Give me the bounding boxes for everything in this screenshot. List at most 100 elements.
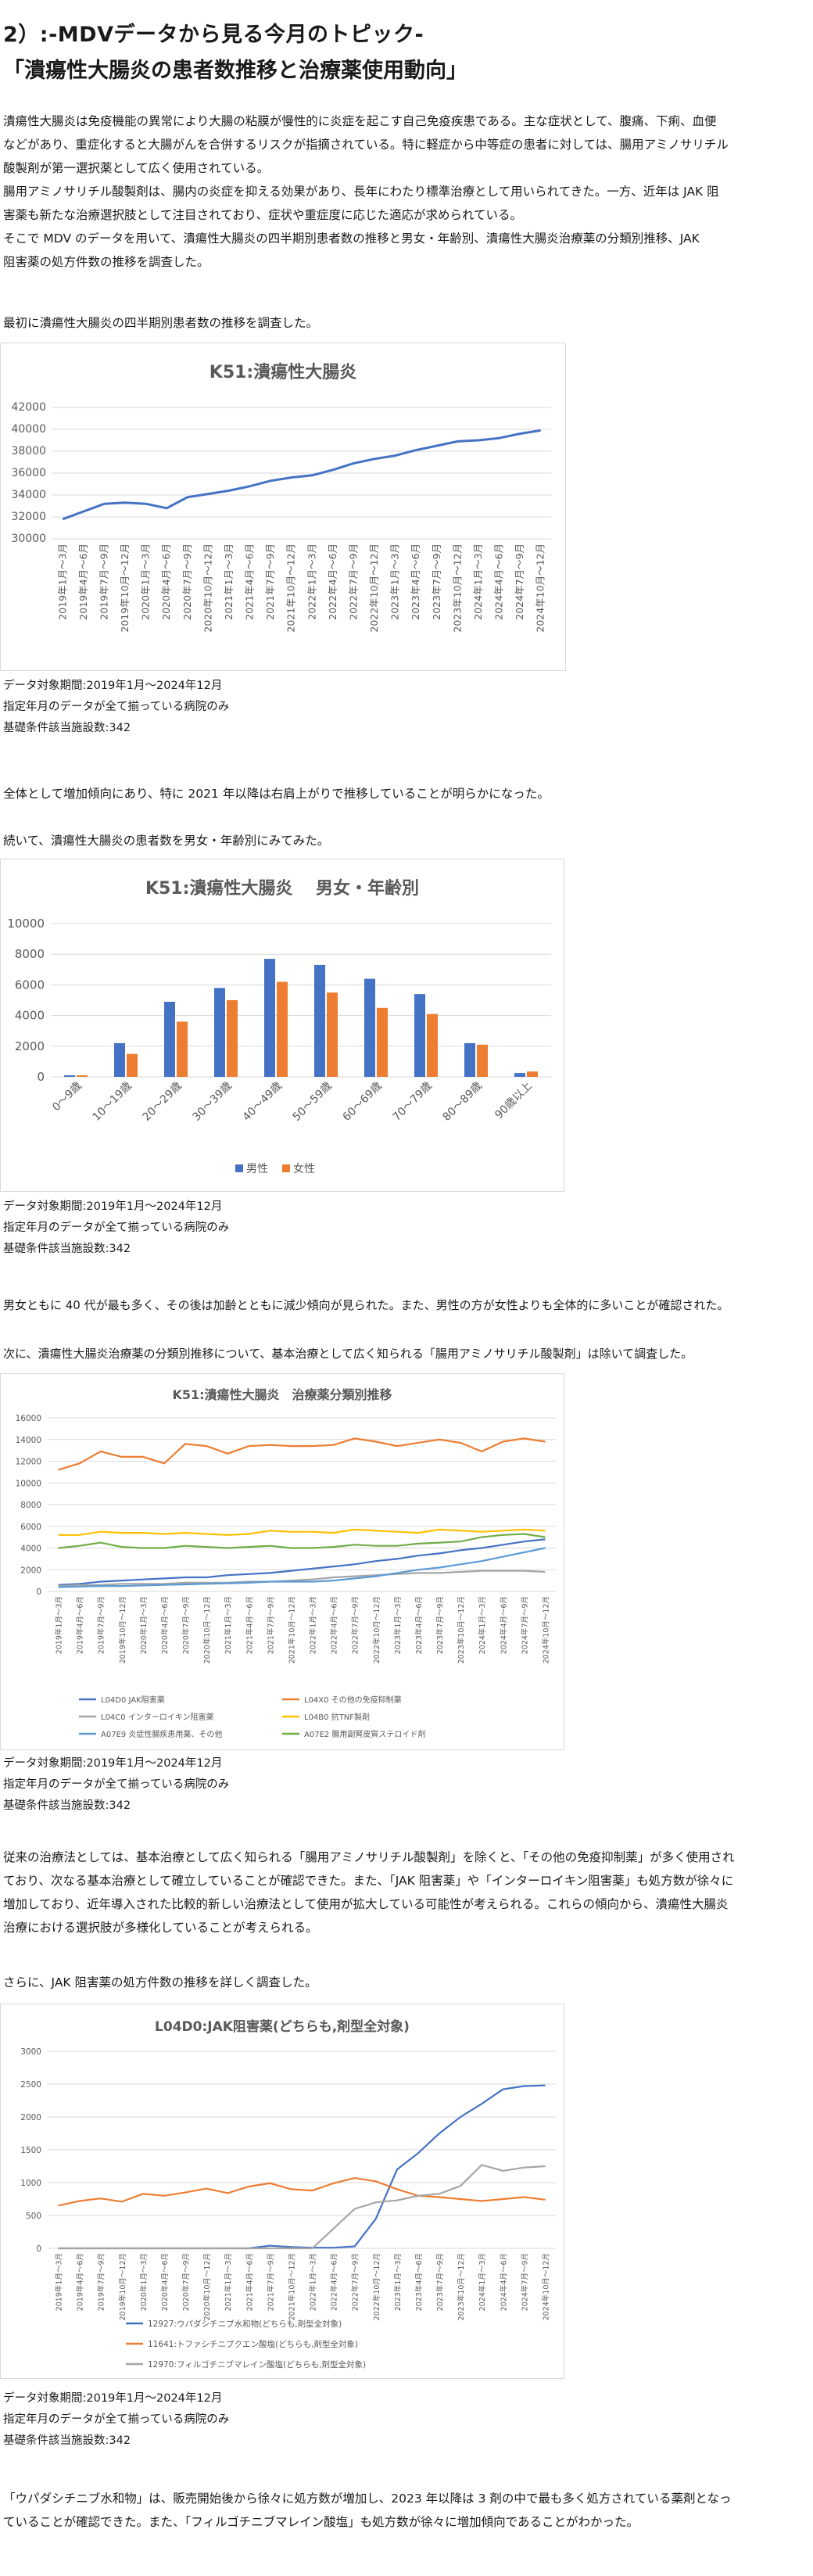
series-line	[58, 1538, 546, 1586]
x-tick-label: 70～79歳	[391, 1080, 435, 1124]
note-period: データ対象期間:2019年1月～2024年12月	[3, 1757, 223, 1770]
legend-label: L04B0 抗TNF製剤	[304, 1712, 370, 1722]
x-tick-label: 2019年1月～3月	[55, 2253, 64, 2311]
chart2-notes: データ対象期間:2019年1月～2024年12月 指定年月のデータが全て揃ってい…	[3, 1197, 229, 1260]
legend-swatch	[235, 1164, 243, 1172]
series-line	[58, 1547, 546, 1588]
x-tick-label: 2019年4月～6月	[77, 544, 89, 620]
x-tick-label: 2024年4月～6月	[493, 544, 505, 620]
bar-male	[64, 1075, 75, 1077]
y-tick-label: 3000	[20, 2047, 41, 2057]
intro-line: などがあり、重症化すると大腸がんを合併するリスクが指摘されている。特に軽症から中…	[3, 138, 729, 152]
x-tick-label: 2022年10月～12月	[372, 2253, 381, 2320]
text-line: ていることが確認できた。また、「フィルゴチニブマレイン酸塩」も処方数が徐々に増加…	[3, 2515, 639, 2529]
legend-label: L04C0 インターロイキン阻害薬	[101, 1712, 214, 1722]
x-tick-label: 2020年10月～12月	[202, 544, 213, 633]
legend-label: A07E2 腸用副腎皮質ステロイド剤	[304, 1729, 425, 1739]
x-tick-label: 2021年4月～6月	[244, 544, 256, 620]
chart1-notes: データ対象期間:2019年1月～2024年12月 指定年月のデータが全て揃ってい…	[3, 676, 229, 739]
x-tick-label: 0～9歳	[50, 1080, 84, 1114]
x-tick-label: 2023年7月～9月	[435, 1596, 445, 1654]
chart-jak-svg: L04D0:JAK阻害薬(どちらも,剤型全対象) 0 500 1000 1500 2000…	[20, 2018, 556, 2370]
y-tick-label: 2000	[15, 1039, 45, 1053]
x-tick-label: 2019年10月～12月	[118, 2253, 127, 2320]
x-tick-label: 2020年7月～9月	[181, 544, 193, 620]
x-tick-label: 2024年10月～12月	[535, 544, 546, 633]
x-tick-label: 2024年1月～3月	[472, 544, 484, 620]
y-tick-label: 14000	[16, 1436, 41, 1445]
legend-label: 女性	[293, 1162, 315, 1175]
x-tick-label: 2024年1月～3月	[478, 1596, 487, 1654]
note-count: 基礎条件該当施設数:342	[3, 2434, 131, 2447]
chart-sex-age-svg: K51:潰瘍性大腸炎 男女・年齢別 0 2000 4000 6000 8000 10000 0…	[7, 878, 551, 1175]
y-tick-label: 36000	[11, 467, 46, 479]
x-tick-label: 2023年4月～6月	[414, 1596, 424, 1654]
x-tick-label: 10～19歳	[91, 1080, 134, 1124]
y-tick-label: 8000	[15, 947, 45, 961]
x-tick-label: 2021年10月～12月	[287, 1596, 296, 1663]
note-hospitals: 指定年月のデータが全て揃っている病院のみ	[3, 1222, 230, 1234]
bar-male	[214, 988, 225, 1077]
y-tick-label: 12000	[16, 1458, 41, 1467]
x-tick-label: 2023年4月～6月	[414, 2253, 424, 2311]
x-tick-label: 2023年7月～9月	[431, 544, 442, 620]
legend-label: A07E9 炎症性腸疾患用薬、その他	[101, 1729, 222, 1739]
y-tick-label: 2000	[20, 1566, 41, 1575]
y-tick-label: 6000	[20, 1523, 41, 1532]
x-tick-label: 2021年1月～3月	[224, 2253, 233, 2311]
x-tick-label: 2019年1月～3月	[56, 544, 68, 620]
series-line	[58, 1528, 546, 1536]
x-tick-label: 2022年1月～3月	[309, 1596, 318, 1654]
bar-male	[364, 978, 375, 1077]
chart-title: L04D0:JAK阻害薬(どちらも,剤型全対象)	[155, 2018, 410, 2035]
y-tick-label: 2000	[20, 2113, 41, 2122]
x-tick-label: 80～89歳	[441, 1080, 485, 1124]
x-tick-label: 2024年1月～3月	[478, 2253, 487, 2311]
heading-line1: 2）:-MDVデータから見る今月のトピック-	[3, 23, 424, 47]
x-tick-label: 2024年4月～6月	[499, 1596, 508, 1654]
y-tick-label: 8000	[20, 1501, 41, 1510]
section2-lead: 続いて、潰瘍性大腸炎の患者数を男女・年齢別にみてみた。	[3, 834, 330, 848]
intro-paragraph: 潰瘍性大腸炎は免疫機能の異常により大腸の粘膜が慢性的に炎症を起こす自己免疫疾患で…	[3, 109, 808, 274]
text-line: 増加しており、近年導入された比較的新しい治療法として使用が拡大している可能性が考…	[3, 1897, 729, 1911]
chart4-notes: データ対象期間:2019年1月～2024年12月 指定年月のデータが全て揃ってい…	[3, 2388, 229, 2452]
intro-line: 潰瘍性大腸炎は免疫機能の異常により大腸の粘膜が慢性的に炎症を起こす自己免疫疾患で…	[3, 114, 717, 128]
note-period: データ対象期間:2019年1月～2024年12月	[3, 1200, 223, 1213]
x-tick-label: 2023年10月～12月	[457, 1596, 466, 1663]
x-tick-label: 2021年7月～9月	[266, 2253, 275, 2311]
x-tick-label: 2023年1月～3月	[393, 2253, 403, 2311]
y-tick-label: 0	[36, 1588, 41, 1597]
legend-label: L04D0 JAK阻害薬	[101, 1695, 165, 1705]
y-tick-label: 42000	[11, 401, 46, 414]
y-tick-label: 4000	[15, 1009, 45, 1023]
x-tick-label: 2024年7月～9月	[514, 544, 525, 620]
y-tick-label: 4000	[20, 1545, 41, 1554]
x-tick-label: 2024年7月～9月	[520, 1596, 529, 1654]
y-tick-label: 1000	[20, 2179, 41, 2188]
x-tick-label: 2022年7月～9月	[351, 2253, 360, 2311]
text-after-chart2: 男女ともに 40 代が最も多く、その後は加齢とともに減少傾向が見られた。また、男…	[3, 1298, 729, 1312]
text-after-chart4: 「ウパダシチニブ水和物」は、販売開始後から徐々に処方数が増加し、2023 年以降…	[3, 2487, 808, 2534]
x-tick-label: 2023年1月～3月	[389, 544, 401, 620]
section3-lead: 次に、潰瘍性大腸炎治療薬の分類別推移について、基本治療として広く知られる「腸用ア…	[3, 1347, 693, 1361]
intro-line: そこで MDV のデータを用いて、潰瘍性大腸炎の四半期別患者数の推移と男女・年齢…	[3, 231, 700, 246]
y-tick-label: 32000	[11, 511, 46, 523]
y-tick-label: 0	[37, 1070, 45, 1084]
text-line: 「ウパダシチニブ水和物」は、販売開始後から徐々に処方数が増加し、2023 年以降…	[3, 2492, 732, 2506]
chart-title: K51:潰瘍性大腸炎 治療薬分類別推移	[172, 1387, 392, 1402]
bar-female	[327, 992, 338, 1077]
series-line	[58, 2084, 546, 2250]
chart3-notes: データ対象期間:2019年1月～2024年12月 指定年月のデータが全て揃ってい…	[3, 1753, 229, 1817]
y-tick-label: 38000	[11, 445, 46, 457]
x-tick-label: 2021年4月～6月	[245, 1596, 254, 1654]
y-tick-label: 40000	[11, 423, 46, 436]
x-tick-label: 2023年4月～6月	[410, 544, 421, 620]
note-count: 基礎条件該当施設数:342	[3, 722, 131, 734]
x-tick-label: 2020年1月～3月	[140, 544, 152, 620]
y-tick-label: 30000	[11, 533, 46, 545]
x-tick-label: 2022年1月～3月	[309, 2253, 318, 2311]
x-tick-label: 2021年7月～9月	[266, 1596, 275, 1654]
series-line	[58, 1533, 546, 1549]
x-tick-label: 2021年1月～3月	[223, 544, 235, 620]
note-hospitals: 指定年月のデータが全て揃っている病院のみ	[3, 701, 230, 713]
